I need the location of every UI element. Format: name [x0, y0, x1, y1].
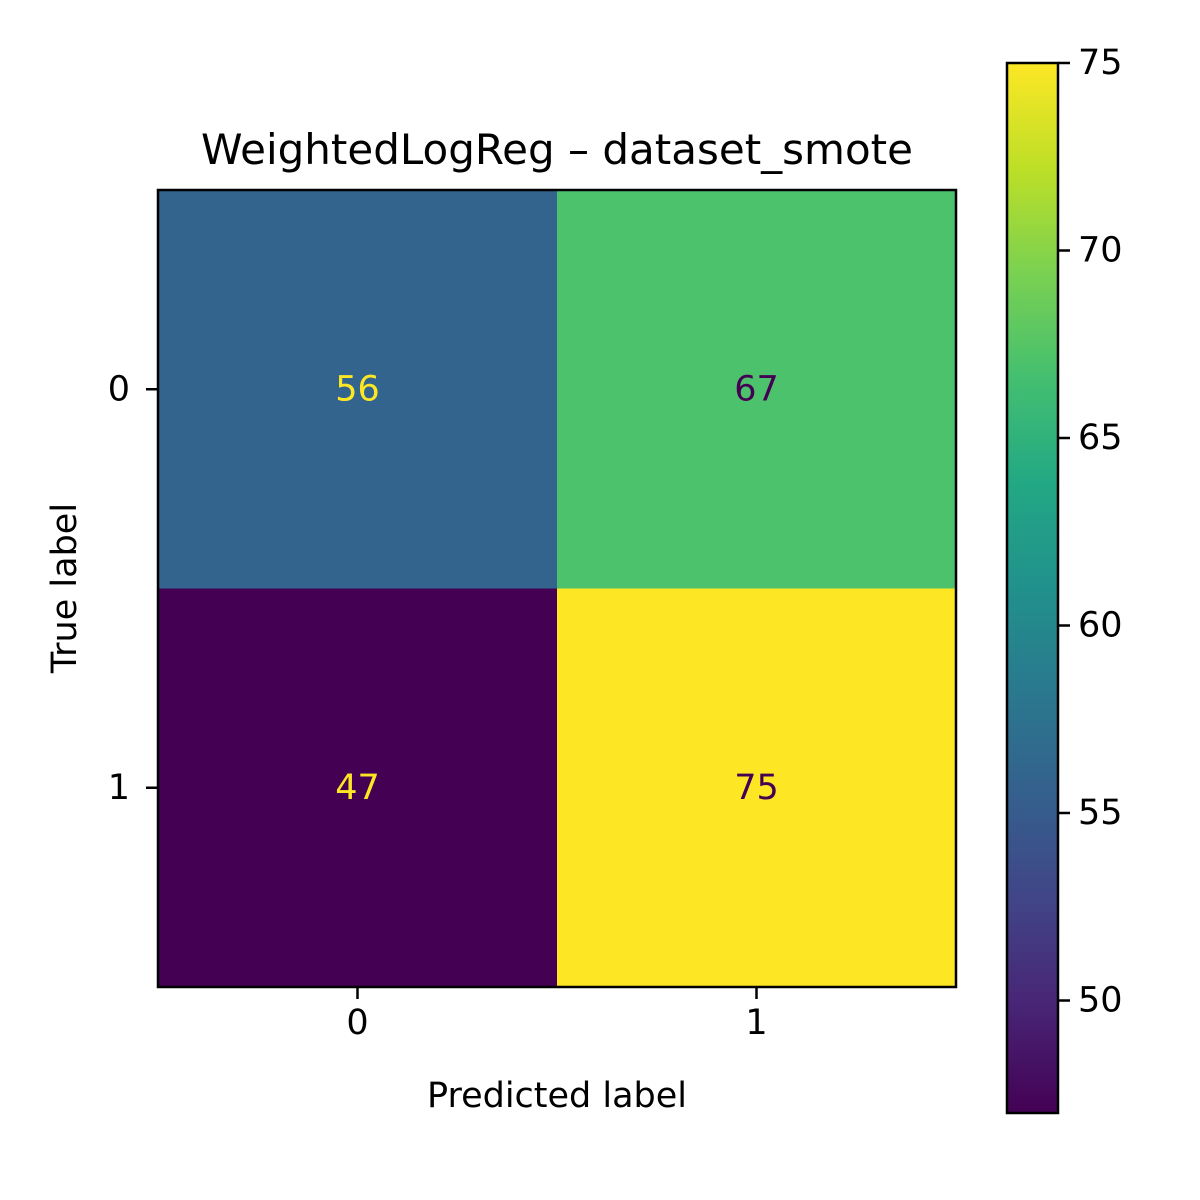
- heatmap-cell: [557, 588, 957, 988]
- plot-frame: [156, 188, 958, 989]
- colorbar-tick-label: 75: [1078, 43, 1123, 83]
- chart-title: WeightedLogReg – dataset_smote: [201, 125, 913, 174]
- x-tick-label: 1: [745, 1003, 767, 1043]
- y-tick-label: 0: [108, 369, 130, 409]
- heatmap-cells: [158, 190, 957, 988]
- colorbar: [1005, 61, 1060, 1115]
- heatmap-cell: [158, 588, 558, 988]
- heatmap-cell-labels: 56 67 47 75: [335, 369, 779, 808]
- cell-value-label: 67: [734, 369, 779, 409]
- colorbar-tick-label: 70: [1078, 231, 1123, 271]
- colorbar-tick-label: 60: [1078, 606, 1123, 646]
- cell-value-label: 75: [734, 768, 779, 808]
- colorbar-ticks: 50 55 60 65 70 75: [1058, 43, 1123, 1021]
- heatmap-cell: [158, 190, 558, 589]
- x-axis-label: Predicted label: [427, 1076, 687, 1116]
- cell-value-label: 47: [335, 768, 380, 808]
- y-tick-label: 1: [108, 768, 130, 808]
- heatmap-cell: [557, 190, 957, 589]
- y-axis-ticks: 01: [108, 369, 158, 808]
- cell-value-label: 56: [335, 369, 380, 409]
- colorbar-tick-label: 65: [1078, 418, 1123, 458]
- colorbar-tick-label: 55: [1078, 793, 1123, 833]
- y-axis-label: True label: [45, 503, 85, 674]
- x-tick-label: 0: [346, 1003, 368, 1043]
- colorbar-tick-label: 50: [1078, 981, 1123, 1021]
